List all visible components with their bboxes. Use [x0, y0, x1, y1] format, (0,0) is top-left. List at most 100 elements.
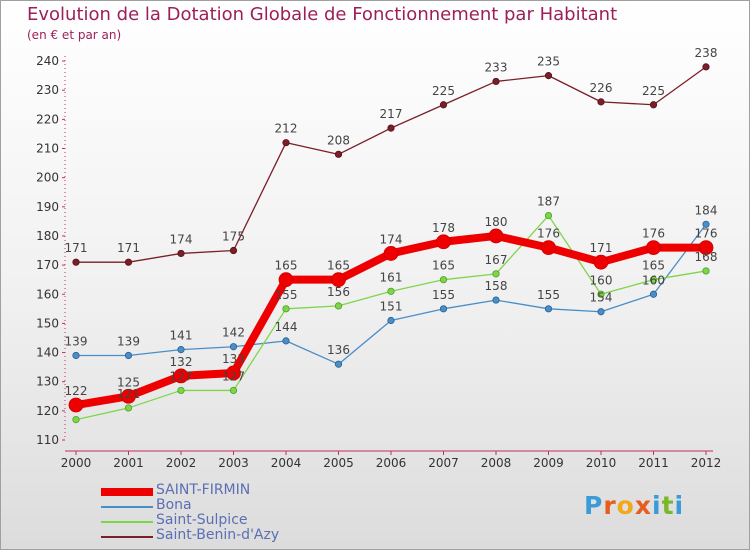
data-label-saint-benin-d-azy: 171 — [65, 241, 88, 255]
data-point-saint-sulpice — [229, 386, 238, 395]
legend-label: Bona — [156, 497, 192, 513]
y-tick-label: 240 — [36, 54, 59, 68]
data-label-bona: 184 — [695, 203, 718, 217]
data-label-bona: 144 — [275, 320, 298, 334]
logo-letter: P — [584, 491, 604, 520]
data-labels-layer: 171 171 174 175 212 208 217 225 233 235 226 225 238 1… — [65, 46, 718, 401]
data-point-saint-firmin — [541, 240, 556, 256]
x-tick-label: 2000 — [61, 456, 92, 470]
logo-letter: t — [661, 491, 675, 520]
data-label-saint-sulpice: 167 — [485, 253, 508, 267]
data-label-saint-sulpice: 165 — [432, 259, 455, 273]
data-label-saint-benin-d-azy: 208 — [327, 133, 350, 147]
data-label-saint-benin-d-azy: 225 — [642, 84, 665, 98]
data-point-saint-sulpice — [334, 302, 343, 310]
x-tick-label: 2005 — [323, 456, 354, 470]
data-point-saint-firmin — [173, 368, 189, 384]
x-tick-label: 2008 — [481, 456, 512, 470]
series-layer — [68, 63, 714, 424]
data-point-saint-firmin — [646, 240, 661, 256]
data-label-saint-firmin: 133 — [222, 352, 245, 366]
data-point-saint-firmin — [436, 234, 451, 250]
data-label-saint-firmin: 165 — [275, 259, 298, 273]
data-label-bona: 155 — [537, 288, 560, 302]
data-label-saint-sulpice: 127 — [222, 369, 245, 383]
data-point-saint-sulpice — [177, 386, 185, 395]
data-label-saint-firmin: 174 — [380, 232, 403, 246]
logo-letter: r — [603, 491, 617, 520]
data-label-saint-firmin: 176 — [695, 227, 718, 241]
data-point-saint-sulpice — [597, 290, 605, 298]
data-point-saint-benin-d-azy — [387, 124, 395, 132]
y-tick-label: 140 — [36, 346, 59, 360]
y-tick-label: 210 — [36, 142, 59, 156]
y-tick-label: 170 — [36, 258, 59, 272]
data-point-saint-sulpice — [72, 415, 80, 424]
data-point-bona — [597, 308, 605, 316]
logo-letter: x — [634, 491, 652, 520]
data-label-saint-benin-d-azy: 217 — [380, 107, 403, 121]
chart-subtitle: (en € et par an) — [27, 28, 122, 42]
data-label-bona: 139 — [65, 334, 88, 348]
data-point-saint-benin-d-azy — [492, 77, 500, 86]
data-point-saint-benin-d-azy — [72, 258, 80, 266]
y-tick-label: 220 — [36, 112, 59, 126]
proxiti-logo: Proxiti — [584, 491, 684, 520]
data-point-saint-sulpice — [544, 211, 553, 220]
x-tick-label: 2002 — [166, 456, 197, 470]
x-tick-label: 2011 — [638, 456, 669, 470]
axes: 110 120 130 140 150 160 170 180 190 200 210 220 230 2… — [36, 54, 721, 470]
data-point-saint-firmin — [698, 240, 714, 256]
data-label-saint-benin-d-azy: 174 — [170, 232, 193, 246]
data-point-saint-benin-d-azy — [282, 139, 290, 147]
data-label-saint-sulpice: 127 — [170, 369, 193, 383]
y-tick-label: 150 — [36, 316, 59, 330]
data-point-bona — [334, 360, 343, 368]
y-tick-label: 180 — [36, 229, 59, 243]
data-point-saint-benin-d-azy — [597, 98, 605, 106]
x-tick-label: 2004 — [271, 456, 302, 470]
series-saint-benin-d-azy — [72, 63, 710, 266]
data-point-saint-sulpice — [702, 267, 710, 275]
legend-label: Saint-Sulpice — [156, 512, 248, 528]
x-tick-label: 2012 — [691, 456, 722, 470]
data-label-saint-firmin: 122 — [65, 384, 88, 398]
data-label-saint-firmin: 176 — [537, 227, 560, 241]
y-tick-label: 230 — [36, 83, 59, 97]
data-label-saint-firmin: 176 — [642, 227, 665, 241]
data-point-bona — [649, 290, 658, 298]
data-point-saint-firmin — [488, 228, 504, 244]
data-point-saint-sulpice — [649, 276, 658, 284]
data-label-bona: 136 — [327, 343, 350, 357]
data-label-saint-sulpice: 165 — [642, 259, 665, 273]
data-label-saint-benin-d-azy: 238 — [695, 46, 718, 60]
x-tick-label: 2001 — [113, 456, 144, 470]
data-label-bona: 141 — [170, 329, 193, 343]
logo-letter: i — [652, 491, 662, 520]
data-label-bona: 154 — [590, 291, 613, 305]
data-label-saint-benin-d-azy: 212 — [275, 122, 298, 136]
y-tick-label: 200 — [36, 171, 59, 185]
data-point-bona — [124, 351, 133, 360]
data-label-saint-firmin: 132 — [170, 355, 193, 369]
data-point-bona — [544, 305, 553, 313]
data-label-saint-sulpice: 160 — [590, 273, 613, 287]
data-label-saint-benin-d-azy: 171 — [117, 241, 140, 255]
y-tick-label: 120 — [36, 404, 59, 418]
data-point-saint-sulpice — [124, 404, 133, 412]
data-point-bona — [439, 305, 448, 313]
data-point-saint-sulpice — [492, 270, 500, 278]
data-point-saint-benin-d-azy — [439, 101, 448, 109]
data-point-saint-firmin — [593, 254, 609, 270]
data-point-saint-firmin — [331, 272, 346, 288]
series-saint-firmin — [68, 228, 714, 413]
data-label-saint-firmin: 180 — [485, 215, 508, 229]
data-point-saint-benin-d-azy — [229, 246, 238, 255]
y-tick-label: 130 — [36, 375, 59, 389]
data-label-saint-benin-d-azy: 233 — [485, 60, 508, 74]
data-point-saint-sulpice — [439, 276, 448, 284]
data-label-bona: 158 — [485, 279, 508, 293]
x-tick-label: 2007 — [428, 456, 459, 470]
data-label-bona: 142 — [222, 326, 245, 340]
